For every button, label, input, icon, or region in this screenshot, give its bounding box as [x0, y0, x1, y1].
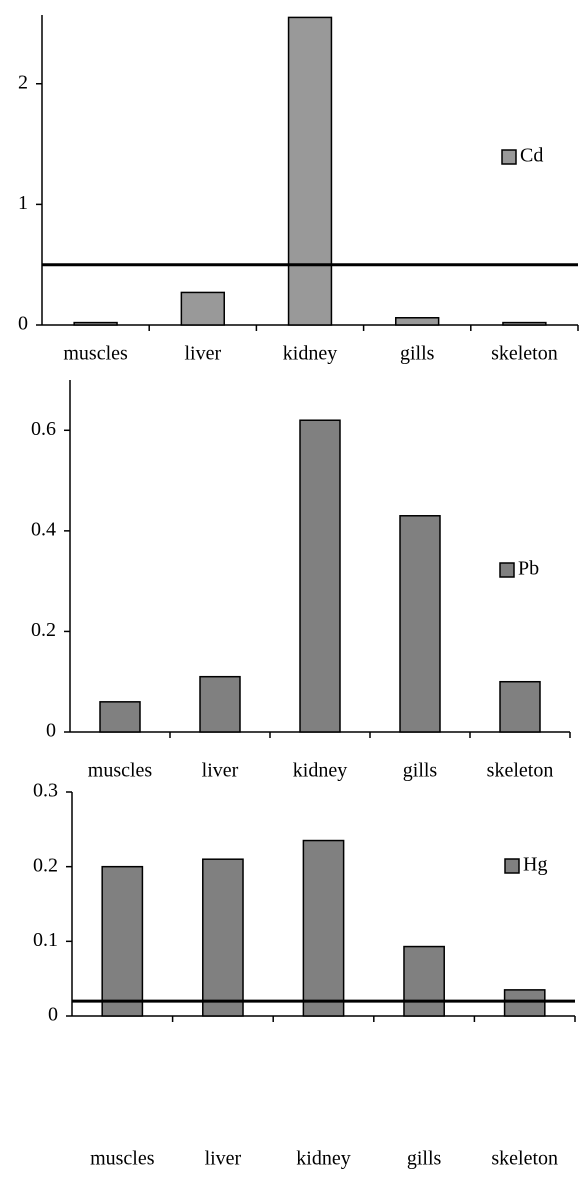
- y-tick-label: 0.1: [33, 929, 58, 951]
- legend-label: Hg: [523, 854, 547, 876]
- x-tick-label: kidney: [293, 760, 347, 782]
- bar: [287, 16, 333, 326]
- legend-swatch: [501, 149, 517, 165]
- x-tick-label: kidney: [283, 343, 337, 365]
- bar: [299, 419, 341, 733]
- legend-label: Cd: [520, 145, 543, 167]
- bar: [101, 865, 144, 1017]
- x-tick-label: gills: [403, 760, 438, 782]
- x-tick-label: muscles: [90, 1148, 155, 1170]
- x-tick-label: liver: [184, 343, 221, 365]
- y-tick-label: 0: [18, 313, 28, 335]
- x-tick-label: liver: [202, 760, 239, 782]
- bar: [73, 321, 118, 326]
- bar: [403, 945, 445, 1017]
- x-tick-label: gills: [400, 343, 435, 365]
- bar: [503, 989, 546, 1017]
- x-tick-label: gills: [407, 1148, 442, 1170]
- bar: [502, 321, 547, 326]
- legend-swatch: [499, 562, 515, 578]
- y-tick-label: 0.3: [33, 780, 58, 802]
- x-tick-label: skeleton: [491, 343, 558, 365]
- legend-label: Pb: [518, 558, 539, 580]
- x-tick-label: skeleton: [487, 760, 554, 782]
- y-tick-label: 0.2: [33, 854, 58, 876]
- bar: [99, 701, 141, 733]
- x-tick-label: kidney: [296, 1148, 350, 1170]
- y-tick-label: 0.6: [31, 418, 56, 440]
- x-tick-label: muscles: [63, 343, 128, 365]
- y-tick-label: 0: [46, 720, 56, 742]
- bar: [395, 317, 440, 326]
- bar: [180, 291, 225, 326]
- bar: [199, 675, 241, 733]
- bar: [202, 858, 244, 1017]
- y-tick-label: 0.4: [31, 518, 56, 540]
- legend-swatch: [504, 858, 520, 874]
- bar: [499, 680, 541, 733]
- x-tick-label: skeleton: [491, 1148, 558, 1170]
- y-tick-label: 0: [48, 1004, 58, 1026]
- x-tick-label: liver: [205, 1148, 242, 1170]
- y-tick-label: 1: [18, 192, 28, 214]
- x-tick-label: muscles: [88, 760, 153, 782]
- bar: [399, 515, 441, 733]
- y-tick-label: 2: [18, 71, 28, 93]
- y-tick-label: 0.2: [31, 619, 56, 641]
- bar: [302, 839, 345, 1017]
